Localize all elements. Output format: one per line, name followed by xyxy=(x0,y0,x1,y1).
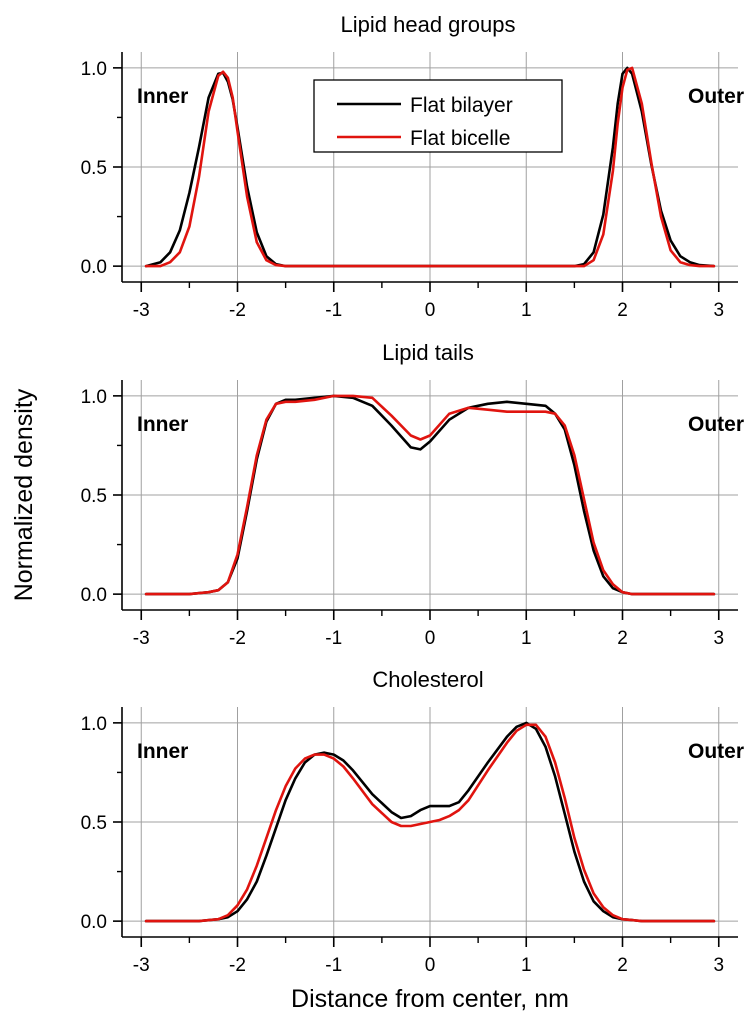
y-axis-label: Normalized density xyxy=(10,388,38,601)
panel-title: Lipid head groups xyxy=(341,12,516,37)
x-tick-label: -2 xyxy=(229,955,246,976)
y-tick-label: 1.0 xyxy=(81,714,107,735)
x-tick-label: 2 xyxy=(617,955,628,976)
x-tick-label: 0 xyxy=(425,628,436,649)
x-tick-label: -1 xyxy=(325,955,342,976)
y-tick-label: 1.0 xyxy=(81,387,107,408)
annotation-inner: Inner xyxy=(137,740,188,763)
y-tick-label: 0.5 xyxy=(81,813,107,834)
y-tick-label: 0.0 xyxy=(81,912,107,933)
x-tick-label: 1 xyxy=(521,955,532,976)
x-tick-label: 1 xyxy=(521,628,532,649)
annotation-outer: Outer xyxy=(688,413,744,436)
y-tick-label: 1.0 xyxy=(81,59,107,80)
annotation-outer: Outer xyxy=(688,740,744,763)
chart-panel-1: Lipid head groups -3 -2 -1 0 1 2 3 0.0 0.5 1.0 Inne… xyxy=(81,12,744,321)
panel-title: Lipid tails xyxy=(382,340,474,365)
x-tick-label: -2 xyxy=(229,628,246,649)
x-tick-label: 3 xyxy=(713,628,724,649)
annotation-inner: Inner xyxy=(137,85,188,108)
chart-panel-3: Cholesterol -3 -2 -1 0 1 2 3 0.0 0.5 1.0 Inner Outer xyxy=(81,667,744,976)
x-tick-label: -2 xyxy=(229,300,246,321)
y-tick-label: 0.0 xyxy=(81,257,107,278)
y-tick-label: 0.0 xyxy=(81,585,107,606)
x-tick-label: -3 xyxy=(133,628,150,649)
x-tick-label: -1 xyxy=(325,628,342,649)
x-tick-label: 3 xyxy=(713,300,724,321)
legend-label: Flat bilayer xyxy=(410,94,513,117)
series-line-flat-bicelle xyxy=(144,723,716,923)
x-tick-label: -3 xyxy=(133,955,150,976)
x-tick-label: 2 xyxy=(617,628,628,649)
y-tick-label: 0.5 xyxy=(81,158,107,179)
x-tick-label: 1 xyxy=(521,300,532,321)
series-line-flat-bicelle xyxy=(144,394,716,596)
annotation-outer: Outer xyxy=(688,85,744,108)
x-tick-label: 3 xyxy=(713,955,724,976)
x-tick-label: -3 xyxy=(133,300,150,321)
legend-box xyxy=(313,79,563,153)
panel-title: Cholesterol xyxy=(372,667,483,692)
x-tick-label: -1 xyxy=(325,300,342,321)
x-tick-label: 0 xyxy=(425,955,436,976)
x-tick-label: 0 xyxy=(425,300,436,321)
series-line-flat-bicelle xyxy=(144,66,716,268)
chart-panel-2: Lipid tails -3 -2 -1 0 1 2 3 0.0 0.5 1.0 Inner Outer xyxy=(81,340,744,649)
y-tick-label: 0.5 xyxy=(81,486,107,507)
legend-label: Flat bicelle xyxy=(410,127,510,150)
series-line-flat-bilayer xyxy=(144,721,716,923)
legend: Flat bilayer Flat bicelle xyxy=(313,79,563,153)
annotation-inner: Inner xyxy=(137,413,188,436)
x-axis-label: Distance from center, nm xyxy=(291,985,569,1013)
x-tick-label: 2 xyxy=(617,300,628,321)
